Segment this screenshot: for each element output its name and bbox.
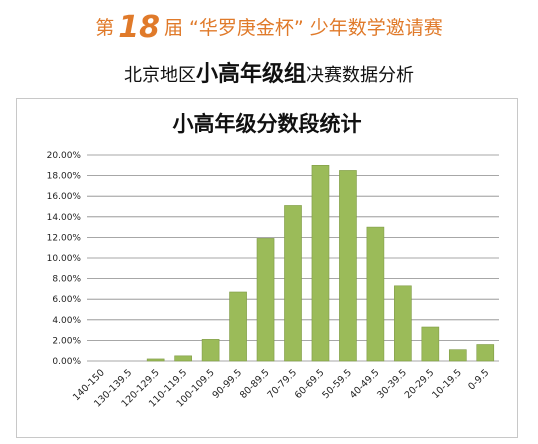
y-axis-ticks: 0.00% 2.00% 4.00% 6.00% 8.00% 10.00% 12.00% 14.… [47,151,82,367]
y-tick-label: 14.00% [47,213,82,223]
analysis-subtitle-suffix: 决赛数据分析 [306,65,414,86]
bars [146,165,495,362]
y-tick-label: 16.00% [47,192,82,202]
competition-title-suffix: 届 “华罗庚金杯” 少年数学邀请赛 [163,17,443,39]
y-tick-label: 2.00% [52,336,81,346]
analysis-subtitle: 北京地区小高年级组决赛数据分析 [0,56,538,88]
x-tick-label: 50-59.5 [320,367,354,401]
bar-20-29.5 [421,326,440,362]
competition-title: 第 18 届 “华罗庚金杯” 少年数学邀请赛 [0,10,538,45]
y-tick-label: 18.00% [47,172,82,182]
bar-80-89.5 [256,238,275,362]
y-tick-label: 12.00% [47,233,82,243]
score-distribution-chart: 小高年级分数段统计 0.00% 2.00% 4.00% 6.00% 8.00% 10.00… [47,112,499,410]
chart-title: 小高年级分数段统计 [173,112,362,136]
y-tick-label: 8.00% [52,275,81,285]
y-tick-label: 4.00% [52,316,81,326]
bar-30-39.5 [394,285,412,362]
bar-90-99.5 [229,291,247,362]
x-tick-label: 90-99.5 [210,367,244,401]
bar-0-9.5 [476,344,495,362]
x-tick-label: 20-29.5 [403,367,437,401]
chart-panel: 小高年级分数段统计 0.00% 2.00% 4.00% 6.00% 8.00% 10.00… [16,98,518,438]
y-tick-label: 0.00% [52,357,81,367]
analysis-subtitle-group: 小高年级组 [195,62,306,87]
y-tick-label: 10.00% [47,254,82,264]
x-tick-label: 60-69.5 [293,367,327,401]
bar-110-119.5 [174,355,192,362]
bar-40-49.5 [366,226,385,362]
y-tick-label: 20.00% [47,151,82,161]
x-tick-label: 70-79.5 [265,367,299,401]
bar-70-79.5 [284,205,302,362]
x-tick-label: 30-39.5 [375,367,409,401]
analysis-subtitle-prefix: 北京地区 [123,65,196,86]
bar-120-129.5 [146,358,165,362]
bar-50-59.5 [339,170,357,362]
bar-60-69.5 [311,165,330,362]
competition-title-prefix: 第 [95,17,115,39]
y-tick-label: 6.00% [52,295,81,305]
x-tick-label: 0-9.5 [466,367,491,392]
x-axis-ticks: 140-150130-139.5120-129.5110-119.5100-10… [71,367,491,409]
x-tick-label: 40-49.5 [348,367,382,401]
x-tick-label: 10-19.5 [430,367,464,401]
x-tick-label: 80-89.5 [238,367,272,401]
bar-100-109.5 [201,339,220,362]
competition-edition-number: 18 [118,10,160,45]
bar-10-19.5 [448,349,467,362]
page-header: 第 18 届 “华罗庚金杯” 少年数学邀请赛 北京地区小高年级组决赛数据分析 [0,0,538,92]
